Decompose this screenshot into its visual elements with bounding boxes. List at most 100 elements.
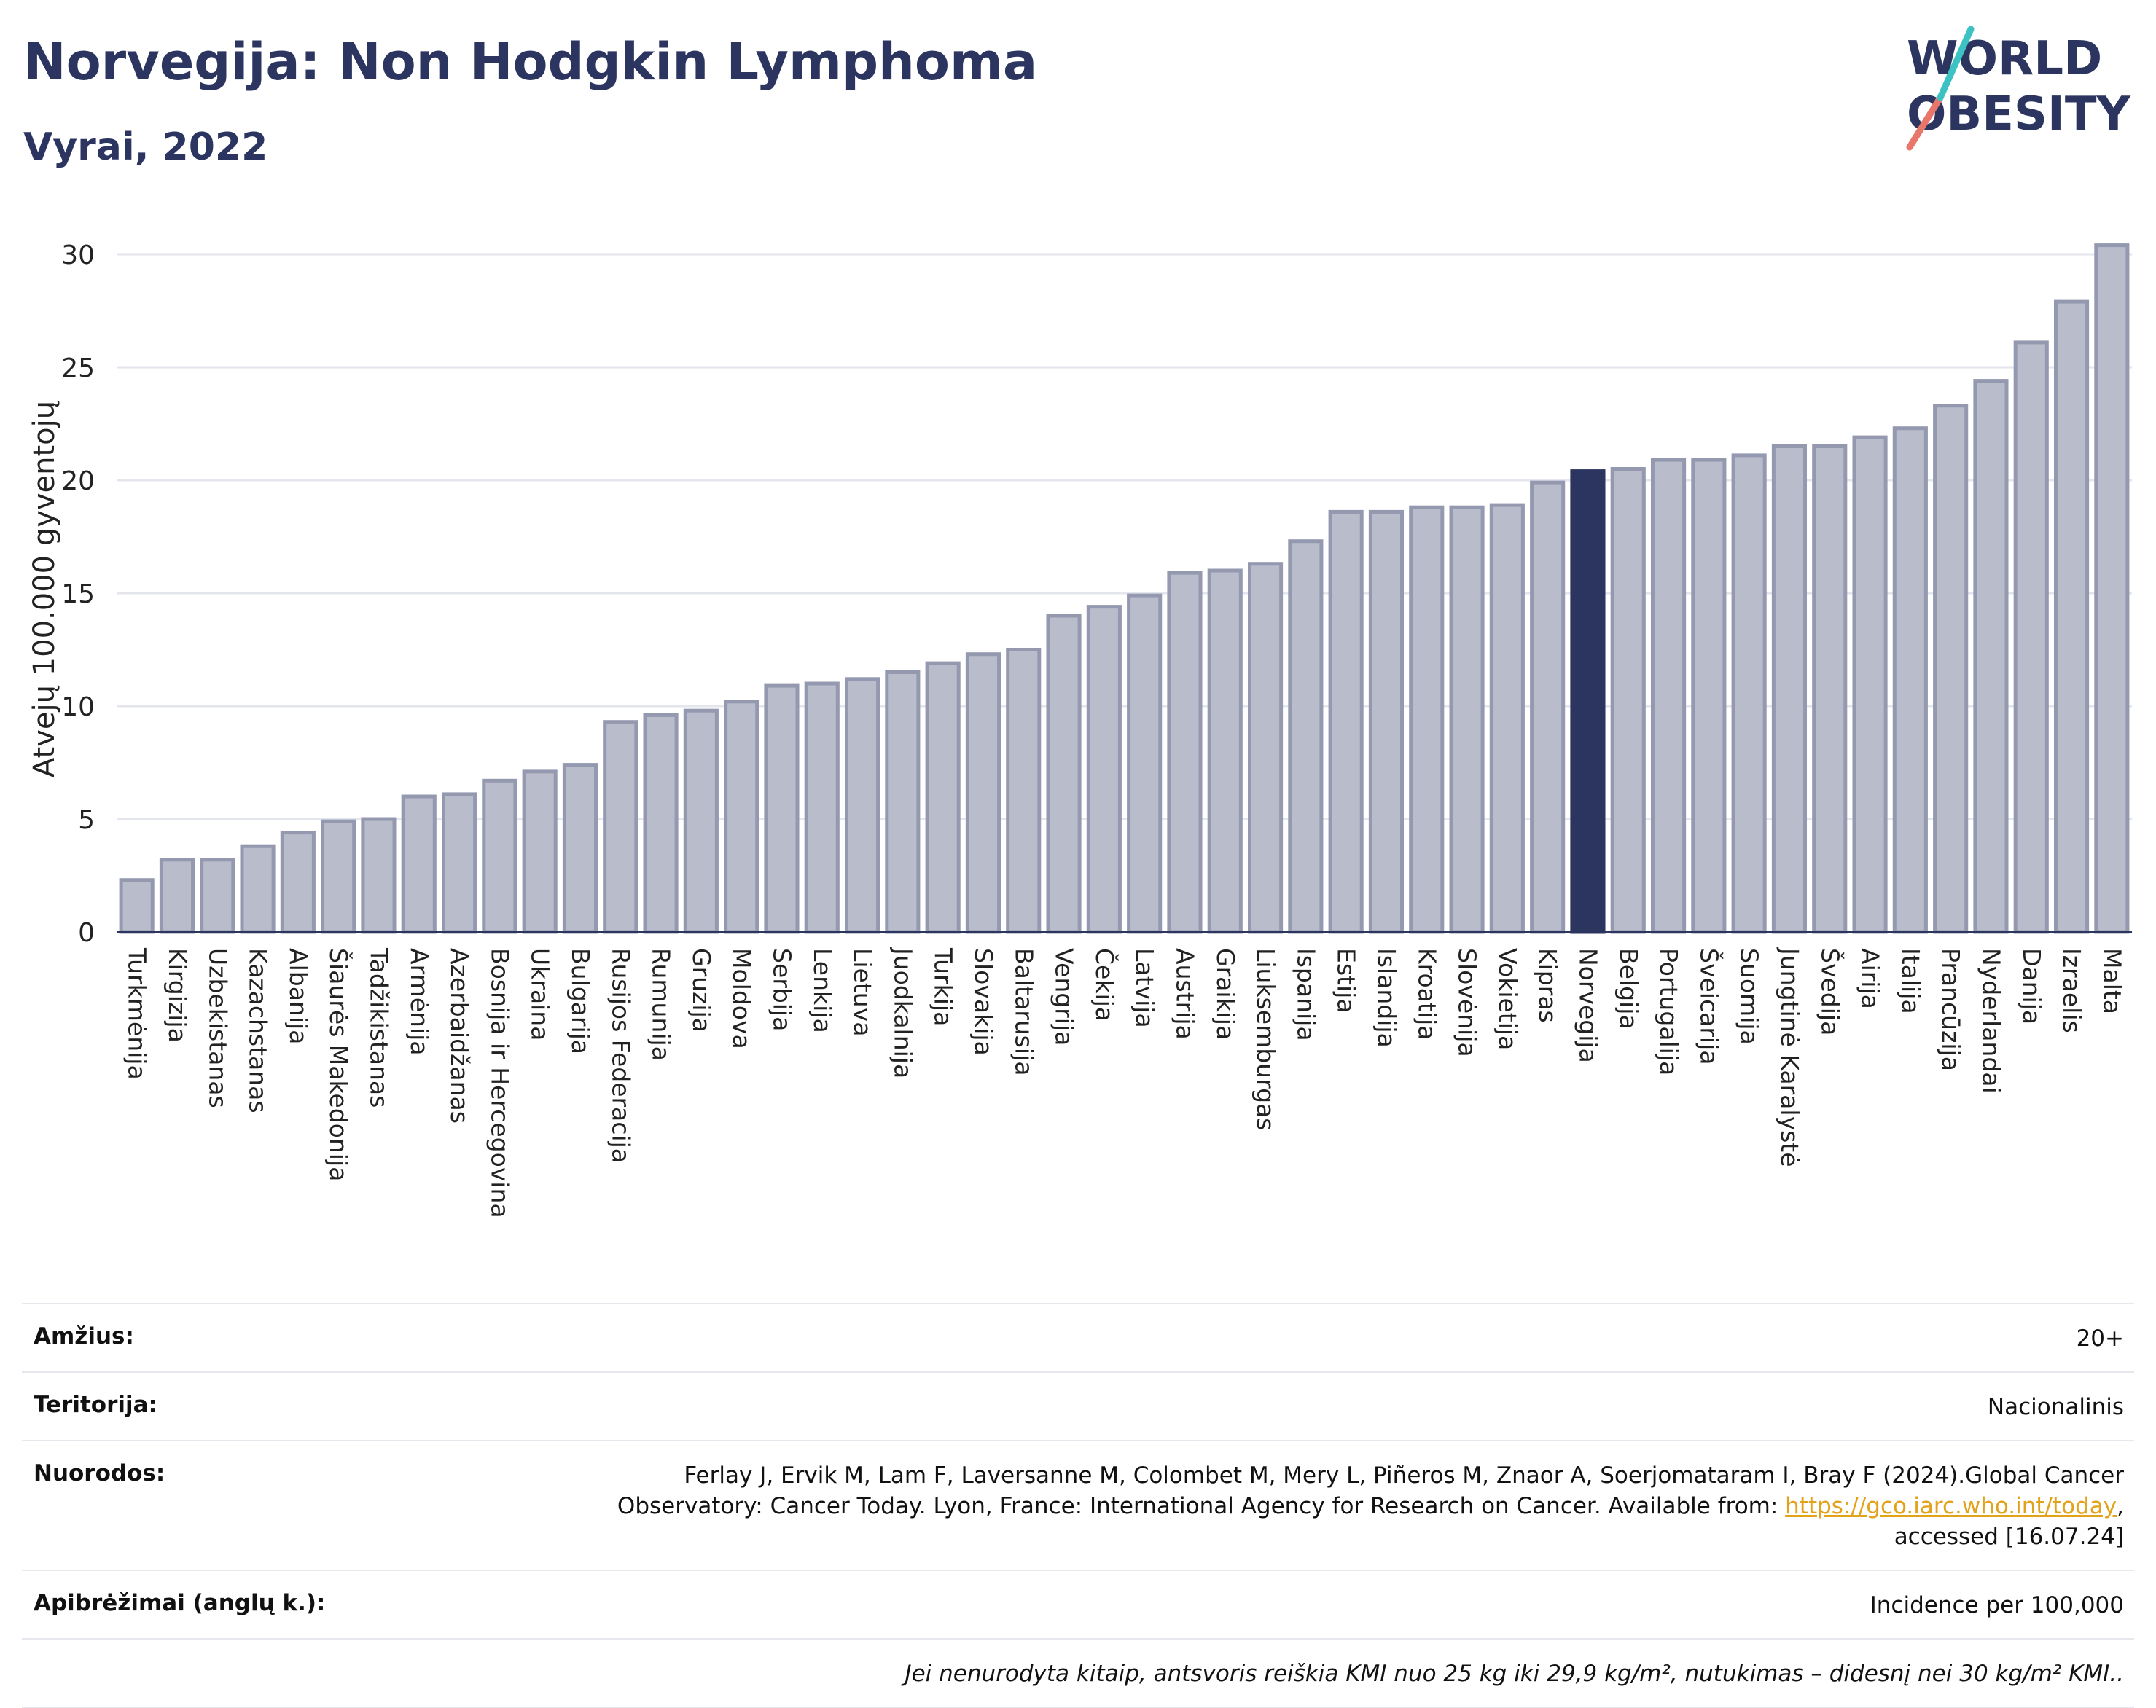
bar-13: [603, 720, 638, 934]
x-tick-label: Slovakija: [969, 948, 998, 1056]
x-tick-label: Slovėnija: [1453, 948, 1482, 1057]
definitions-value: Incidence per 100,000: [1870, 1592, 2124, 1618]
bar-33: [1409, 505, 1445, 934]
x-tick-label: Šiaurės Makedonija: [324, 948, 354, 1181]
bar-7: [361, 817, 397, 934]
bar-36: [1530, 480, 1566, 934]
age-value: 20+: [2076, 1325, 2124, 1352]
x-tick-label: Vengrija: [1050, 948, 1079, 1046]
bar-49: [2053, 299, 2090, 934]
x-tick-label: Gruzija: [687, 948, 716, 1033]
bar-43: [1812, 444, 1848, 934]
bar-27: [1167, 571, 1203, 934]
y-tick-label: 30: [61, 240, 95, 270]
info-row-territory: Teritorija: Nacionalinis: [22, 1371, 2134, 1440]
y-tick-label: 15: [61, 579, 95, 609]
bar-5: [280, 831, 316, 934]
x-tick-label: Graikija: [1211, 948, 1240, 1040]
bar-8: [401, 794, 437, 934]
bar-11: [522, 769, 558, 934]
x-tick-label: Lenkija: [808, 948, 837, 1033]
bar-9: [441, 792, 477, 934]
bar-42: [1771, 444, 1808, 934]
bar-26: [1127, 593, 1163, 934]
x-tick-label: Islandija: [1372, 948, 1401, 1048]
bar-6: [321, 819, 356, 934]
bar-2: [159, 858, 195, 934]
logo-line-1: WORLD: [1907, 32, 2102, 86]
references-label: Nuorodos:: [34, 1460, 165, 1486]
x-tick-label: Norvegija: [1574, 948, 1602, 1063]
x-tick-label: Danija: [2018, 948, 2046, 1025]
bar-15: [683, 708, 719, 934]
bar-40: [1691, 458, 1727, 934]
bar-48: [2013, 340, 2049, 934]
bar-1: [119, 878, 155, 934]
x-tick-label: Lietuva: [848, 948, 877, 1036]
x-tick-label: Kroatija: [1413, 948, 1441, 1040]
bar-22: [965, 652, 1001, 934]
y-tick-label: 0: [78, 918, 95, 948]
x-tick-label: Malta: [2098, 948, 2126, 1014]
bars: [119, 243, 2130, 934]
x-tick-label: Belgija: [1614, 948, 1643, 1030]
bar-23: [1006, 648, 1042, 934]
bar-32: [1368, 509, 1405, 934]
definitions-label: Apibrėžimai (anglų k.):: [34, 1590, 326, 1616]
bar-25: [1086, 605, 1122, 934]
bar-44: [1852, 435, 1888, 934]
x-tick-label: Baltarusija: [1009, 948, 1038, 1076]
x-tick-label: Čekija: [1090, 948, 1120, 1022]
x-tick-label: Armėnija: [405, 948, 434, 1056]
bar-3: [200, 858, 235, 934]
bar-37: [1570, 469, 1606, 934]
info-table: Amžius: 20+ Teritorija: Nacionalinis Nuo…: [22, 1303, 2134, 1708]
x-tick-label: Turkmėnija: [123, 947, 152, 1080]
bar-35: [1489, 503, 1525, 934]
x-axis-labels: Turkmėnija Kirgizija Uzbekistanas Kazachsta…: [123, 947, 2127, 1218]
references-value: Ferlay J, Ervik M, Lam F, Laversanne M, …: [593, 1460, 2124, 1552]
info-row-age: Amžius: 20+: [22, 1303, 2134, 1371]
page-subtitle: Vyrai, 2022: [23, 125, 268, 169]
references-text: Ferlay J, Ervik M, Lam F, Laversanne M, …: [617, 1462, 2124, 1519]
y-tick-label: 25: [61, 353, 95, 383]
x-tick-label: Latvija: [1130, 948, 1159, 1028]
y-axis-ticks: 0 5 10 15 20 25 30: [61, 240, 95, 948]
bar-10: [482, 778, 517, 934]
x-tick-label: Kirgizija: [163, 948, 192, 1043]
info-row-references: Nuorodos: Ferlay J, Ervik M, Lam F, Lave…: [22, 1440, 2134, 1570]
bar-50: [2094, 243, 2130, 934]
territory-value: Nacionalinis: [1987, 1394, 2124, 1420]
territory-label: Teritorija:: [34, 1392, 157, 1418]
x-tick-label: Prancūzija: [1937, 948, 1965, 1071]
references-tail: , accessed [16.07.24]: [1894, 1493, 2124, 1550]
bar-38: [1610, 467, 1646, 934]
x-tick-label: Bosnija ir Hercegovina: [485, 948, 514, 1218]
x-tick-label: Rumunija: [647, 948, 676, 1061]
x-tick-label: Estija: [1332, 948, 1361, 1014]
logo-slash-coral: [1906, 94, 1944, 151]
bar-12: [562, 763, 598, 934]
bar-39: [1650, 458, 1687, 934]
bar-31: [1328, 509, 1364, 934]
y-tick-label: 5: [78, 805, 95, 835]
x-tick-label: Ispanija: [1292, 948, 1320, 1041]
references-link[interactable]: https://gco.iarc.who.int/today: [1785, 1493, 2117, 1519]
bar-34: [1449, 505, 1485, 934]
x-tick-label: Vokietija: [1493, 948, 1522, 1050]
x-tick-label: Albanija: [284, 948, 313, 1044]
age-label: Amžius:: [34, 1323, 134, 1349]
bar-20: [885, 670, 921, 934]
x-tick-label: Kazachstanas: [244, 948, 273, 1113]
bar-41: [1731, 453, 1767, 934]
x-tick-label: Turkija: [929, 947, 958, 1026]
bar-chart: 0 5 10 15 20 25 30 Turkmėnija Kirgizija Uzbekist…: [28, 240, 2132, 1218]
bmi-note: Jei nenurodyta kitaip, antsvoris reiškia…: [905, 1661, 2124, 1687]
x-tick-label: Kipras: [1534, 948, 1562, 1023]
y-tick-label: 10: [61, 692, 95, 722]
bar-45: [1892, 426, 1928, 934]
bar-28: [1207, 568, 1243, 934]
bar-18: [804, 681, 840, 934]
x-tick-label: Liuksemburgas: [1251, 948, 1280, 1130]
x-tick-label: Nyderlandai: [1977, 948, 2005, 1094]
